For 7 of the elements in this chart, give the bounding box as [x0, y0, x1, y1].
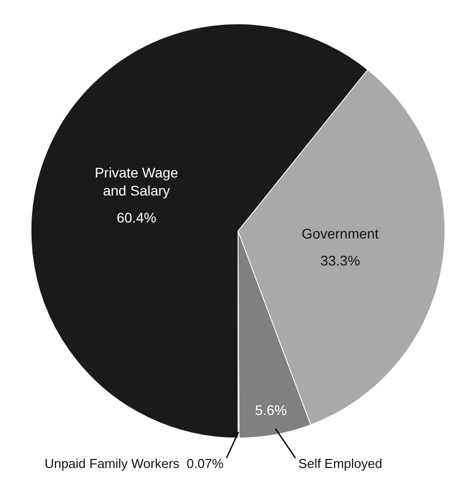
- data-label: 5.6%: [254, 402, 287, 418]
- slice-label: Government: [302, 225, 379, 242]
- data-label: 60.4%: [116, 209, 156, 226]
- data-label: 33.3%: [320, 252, 360, 268]
- slice-label: Unpaid Family Workers 0.07%: [44, 456, 224, 471]
- slice-label: Self Employed: [298, 456, 382, 471]
- slice-label: Private Wage and Salary: [94, 164, 178, 198]
